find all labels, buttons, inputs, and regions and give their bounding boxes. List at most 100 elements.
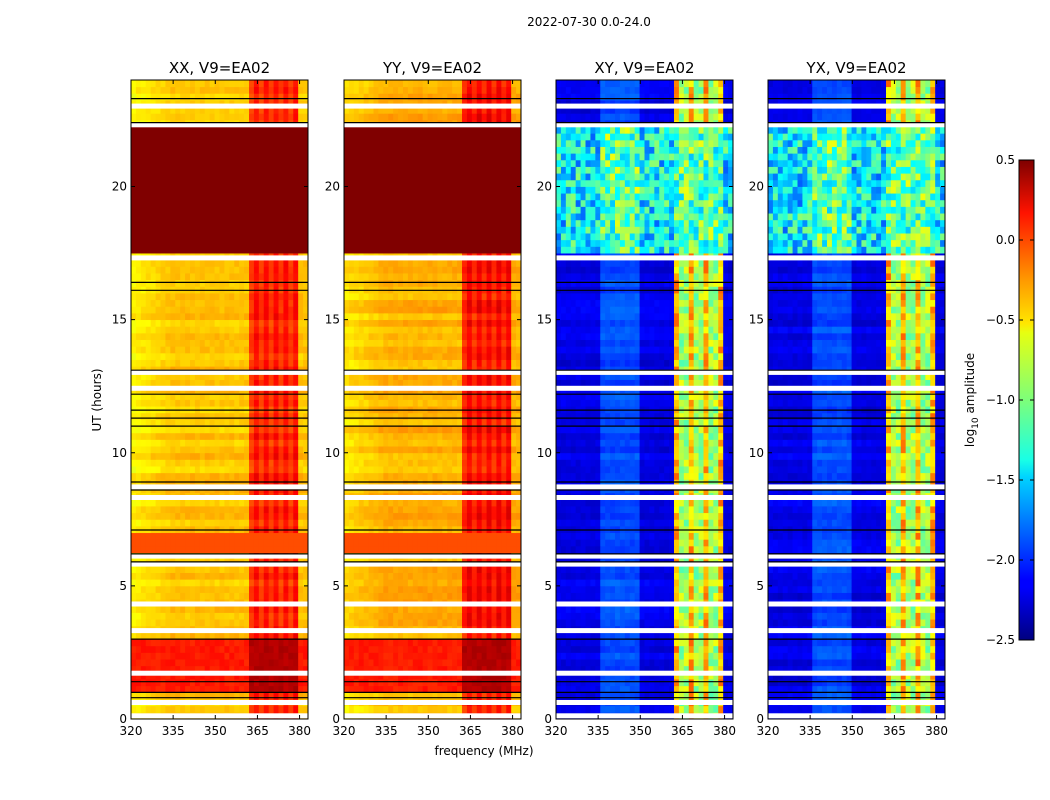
heatmap-cell xyxy=(145,399,152,407)
heatmap-cell xyxy=(344,639,350,647)
heatmap-cell xyxy=(239,299,245,307)
heatmap-cell xyxy=(204,99,211,108)
heatmap-cell xyxy=(135,639,142,647)
heatmap-cell xyxy=(185,426,191,434)
heatmap-cell xyxy=(155,153,161,161)
heatmap-cell xyxy=(239,645,245,653)
heatmap-cell xyxy=(219,479,225,487)
heatmap-cell xyxy=(180,266,186,274)
heatmap-cell xyxy=(368,665,374,673)
heatmap-cell xyxy=(263,106,270,114)
heatmap-cell xyxy=(155,439,161,447)
heatmap-cell xyxy=(288,439,294,447)
heatmap-cell xyxy=(150,479,156,487)
heatmap-cell xyxy=(224,499,230,507)
heatmap-cell xyxy=(194,312,201,321)
heatmap-cell xyxy=(131,652,137,660)
heatmap-cell xyxy=(180,246,186,254)
heatmap-cell xyxy=(150,159,156,167)
heatmap-cell xyxy=(234,619,240,627)
heatmap-cell xyxy=(249,319,255,327)
heatmap-cell xyxy=(209,312,215,321)
heatmap-cell xyxy=(244,339,250,347)
heatmap-cell xyxy=(303,126,309,134)
heatmap-cell xyxy=(199,426,206,434)
heatmap-cell xyxy=(185,459,191,467)
heatmap-cell xyxy=(185,332,191,340)
heatmap-cell xyxy=(388,619,394,627)
heatmap-cell xyxy=(165,273,171,281)
heatmap-cell xyxy=(511,645,517,653)
heatmap-cell xyxy=(368,452,374,460)
heatmap-cell xyxy=(288,186,294,194)
heatmap-cell xyxy=(383,499,389,507)
heatmap-cell xyxy=(447,519,453,527)
heatmap-cell xyxy=(185,159,191,167)
heatmap-cell xyxy=(185,312,191,321)
heatmap-cell xyxy=(273,612,279,620)
heatmap-cell xyxy=(268,312,274,321)
heatmap-cell xyxy=(160,246,166,254)
heatmap-cell xyxy=(170,153,176,161)
heatmap-cell xyxy=(199,645,206,653)
heatmap-cell xyxy=(185,452,191,460)
heatmap-cell xyxy=(155,133,161,141)
heatmap-cell xyxy=(145,432,152,440)
heatmap-cell xyxy=(175,632,181,640)
heatmap-cell xyxy=(258,685,265,693)
heatmap-cell xyxy=(373,685,379,693)
heatmap-cell xyxy=(442,639,448,647)
heatmap-cell xyxy=(511,692,517,700)
heatmap-cell xyxy=(432,512,438,520)
heatmap-cell xyxy=(194,565,201,573)
heatmap-cell xyxy=(194,326,201,334)
heatmap-cell xyxy=(268,299,274,307)
heatmap-cell xyxy=(303,459,309,467)
heatmap-cell xyxy=(170,273,176,281)
heatmap-cell xyxy=(170,579,176,587)
x-tick-label: 365 xyxy=(246,724,269,738)
heatmap-cell xyxy=(194,605,201,613)
heatmap-cell xyxy=(363,506,369,514)
heatmap-cell xyxy=(293,499,299,507)
heatmap-cell xyxy=(214,679,220,687)
heatmap-cell xyxy=(204,506,211,514)
heatmap-cell xyxy=(263,679,270,687)
heatmap-cell xyxy=(442,652,448,660)
heatmap-cell xyxy=(368,685,374,693)
heatmap-cell xyxy=(268,339,274,347)
heatmap-cell xyxy=(278,472,284,480)
heatmap-cell xyxy=(476,652,483,660)
heatmap-cell xyxy=(180,685,186,693)
heatmap-cell xyxy=(442,705,448,713)
heatmap-cell xyxy=(204,419,211,427)
heatmap-cell xyxy=(239,652,245,660)
heatmap-cell xyxy=(288,412,294,420)
heatmap-cell xyxy=(417,692,424,700)
heatmap-cell xyxy=(249,273,255,281)
heatmap-cell xyxy=(462,612,468,620)
flagged-gap xyxy=(131,484,308,490)
heatmap-cell xyxy=(204,126,211,134)
heatmap-cell xyxy=(303,179,309,187)
heatmap-cell xyxy=(131,332,137,340)
heatmap-cell xyxy=(288,80,294,88)
heatmap-cell xyxy=(293,80,299,88)
heatmap-cell xyxy=(516,592,522,600)
heatmap-cell xyxy=(229,672,235,680)
heatmap-cell xyxy=(145,159,152,167)
heatmap-cell xyxy=(496,585,502,593)
heatmap-cell xyxy=(249,193,255,201)
heatmap-cell xyxy=(253,459,260,467)
heatmap-cell xyxy=(283,379,289,387)
heatmap-cell xyxy=(511,659,517,667)
heatmap-cell xyxy=(150,372,156,380)
heatmap-cell xyxy=(253,545,260,553)
heatmap-cell xyxy=(462,665,468,673)
heatmap-cell xyxy=(194,679,201,687)
heatmap-cell xyxy=(219,399,225,407)
heatmap-cell xyxy=(344,506,350,514)
heatmap-cell xyxy=(457,519,463,527)
heatmap-cell xyxy=(249,459,255,467)
heatmap-cell xyxy=(155,612,161,620)
